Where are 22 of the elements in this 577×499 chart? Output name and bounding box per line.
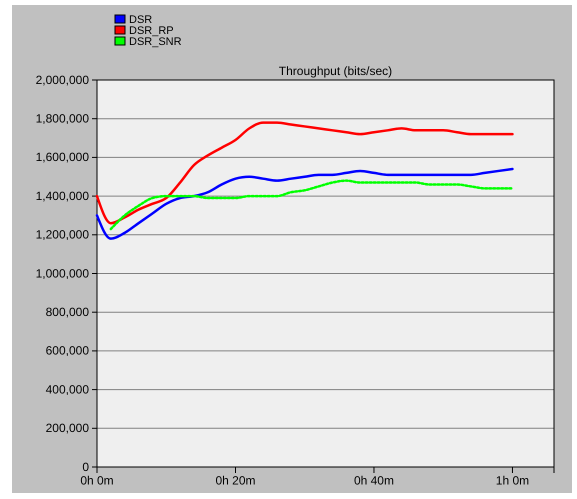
legend-label: DSR_RP <box>129 25 174 37</box>
y-tick-label: 400,000 <box>46 382 90 396</box>
line-series <box>110 179 514 230</box>
line-series <box>96 121 514 224</box>
x-tick-label: 0h 20m <box>215 474 256 488</box>
legend-label: DSR_SNR <box>129 36 182 48</box>
x-tick-label: 0h 40m <box>354 474 394 488</box>
y-tick-label: 1,200,000 <box>36 228 90 242</box>
line-series <box>96 168 514 240</box>
y-tick-label: 1,400,000 <box>36 188 90 203</box>
y-tick-label: 200,000 <box>46 421 90 436</box>
y-tick-label: 1,000,000 <box>36 266 90 280</box>
x-tick-label: 0h 0m <box>80 474 114 488</box>
y-tick-label: 1,800,000 <box>36 112 90 126</box>
y-tick-label: 2,000,000 <box>36 72 90 87</box>
y-tick-label: 600,000 <box>46 344 90 358</box>
legend-label: DSR <box>129 14 152 26</box>
x-tick-label: 1h 0m <box>496 474 530 488</box>
chart-title: Throughput (bits/sec) <box>278 64 392 78</box>
y-tick-label: 800,000 <box>46 305 90 320</box>
y-tick-label: 1,600,000 <box>36 150 90 164</box>
y-tick-label: 0 <box>82 460 90 474</box>
